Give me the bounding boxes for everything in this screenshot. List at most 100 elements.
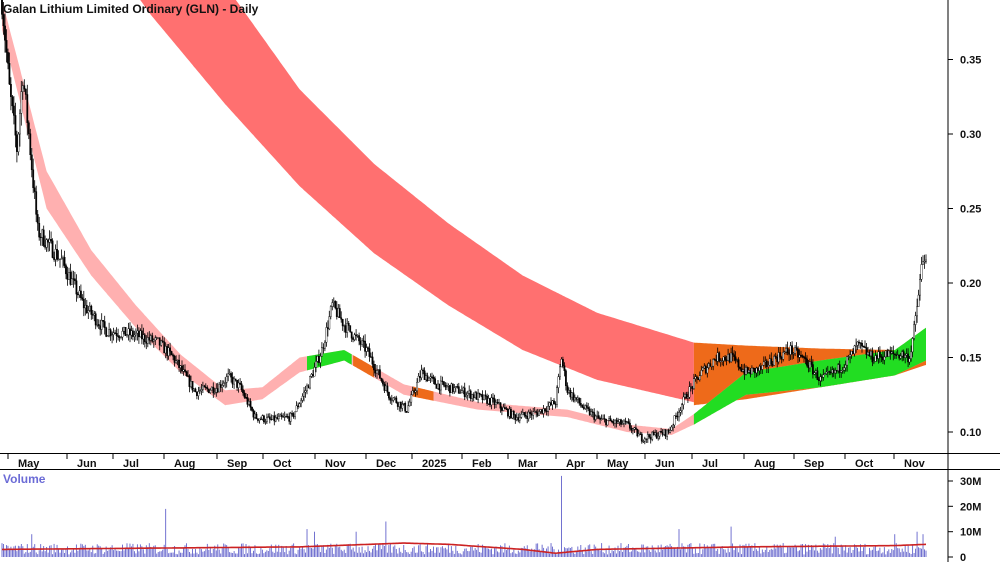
volume-bar — [754, 543, 756, 557]
candle-body — [864, 346, 866, 348]
candle-body — [44, 245, 47, 248]
candle-body — [350, 331, 353, 339]
candle-body — [538, 411, 541, 416]
time-tick-label: Aug — [174, 458, 195, 470]
volume-bar — [22, 546, 24, 557]
volume-bar — [194, 549, 196, 557]
candle-body — [136, 330, 139, 334]
candle-body — [371, 356, 374, 365]
volume-bar — [674, 548, 675, 557]
volume-bar — [136, 544, 138, 557]
volume-bar — [828, 548, 830, 557]
volume-bar — [681, 543, 683, 557]
candle-body — [130, 330, 133, 336]
volume-bar — [476, 549, 478, 557]
volume-bar — [650, 552, 652, 557]
candle-body — [47, 239, 50, 243]
volume-bar — [870, 550, 872, 557]
volume-bar — [458, 553, 460, 557]
volume-bar — [910, 554, 912, 557]
candle-body — [379, 369, 381, 379]
volume-bar — [651, 545, 653, 557]
candle-body — [606, 420, 609, 426]
candle-body — [462, 387, 465, 391]
candle-body — [374, 369, 377, 374]
candle-body — [393, 397, 396, 399]
volume-bar — [520, 547, 522, 557]
volume-bar — [796, 546, 797, 557]
volume-bar — [366, 552, 367, 557]
candle-body — [654, 432, 657, 435]
volume-label: Volume — [3, 472, 46, 486]
volume-bar — [819, 548, 821, 557]
volume-bar — [501, 546, 503, 557]
volume-bar — [383, 546, 385, 557]
candle-body — [390, 399, 393, 402]
volume-bar — [842, 545, 844, 557]
candle-body — [536, 412, 539, 416]
volume-bar — [321, 545, 323, 557]
volume-bar — [629, 552, 631, 557]
volume-bar — [787, 546, 789, 557]
volume-bar — [306, 529, 308, 557]
volume-bar — [450, 546, 452, 557]
time-tick-label: Oct — [273, 458, 292, 470]
volume-bar — [254, 545, 256, 557]
volume-bar — [583, 554, 585, 557]
candle-body — [234, 378, 237, 381]
candle-body — [79, 290, 82, 298]
candle-body — [687, 396, 689, 399]
candle-body — [76, 293, 79, 296]
volume-bar — [485, 547, 487, 557]
volume-bar — [89, 549, 91, 557]
volume-bar — [211, 553, 213, 557]
candle-body — [865, 347, 868, 355]
candle-body — [245, 397, 247, 399]
candle-body — [297, 405, 299, 408]
volume-bar — [236, 553, 238, 557]
volume-bar — [924, 549, 925, 557]
volume-bar — [209, 547, 211, 557]
candle-body — [899, 355, 902, 359]
volume-bar — [593, 544, 595, 557]
candle-body — [706, 367, 709, 374]
candle-body — [35, 191, 38, 215]
candle-body — [140, 330, 143, 340]
candle-body — [746, 367, 749, 373]
candle-body — [225, 376, 228, 383]
candle-body — [870, 350, 872, 357]
volume-bar — [328, 547, 330, 557]
candle-body — [471, 394, 474, 399]
volume-bar — [123, 550, 125, 557]
volume-bar — [519, 552, 521, 557]
volume-bar — [619, 551, 620, 557]
candle-body — [176, 359, 179, 362]
volume-bar — [455, 545, 457, 557]
candle-body — [126, 334, 128, 337]
candle-body — [166, 346, 169, 356]
volume-bar — [392, 546, 394, 557]
volume-bar — [775, 548, 777, 557]
volume-bar — [322, 545, 324, 557]
volume-bar — [202, 551, 204, 557]
candle-body — [548, 402, 551, 407]
volume-bar — [337, 547, 339, 557]
volume-bar — [849, 547, 851, 557]
volume-bar — [779, 544, 781, 557]
volume-bar — [23, 553, 25, 557]
candle-body — [807, 365, 810, 369]
candle-body — [45, 239, 48, 248]
candle-body — [694, 376, 697, 380]
volume-bar — [25, 552, 27, 557]
volume-bar — [802, 544, 803, 557]
price-tick-label: 0.10 — [960, 427, 981, 439]
candle-body — [303, 391, 305, 397]
candle-body — [279, 414, 282, 417]
candle-body — [715, 359, 718, 362]
volume-bar — [406, 552, 408, 557]
candle-body — [364, 340, 366, 352]
volume-bar — [375, 543, 376, 557]
candle-body — [322, 347, 325, 349]
candle-body — [910, 351, 913, 359]
volume-bar — [860, 544, 861, 557]
